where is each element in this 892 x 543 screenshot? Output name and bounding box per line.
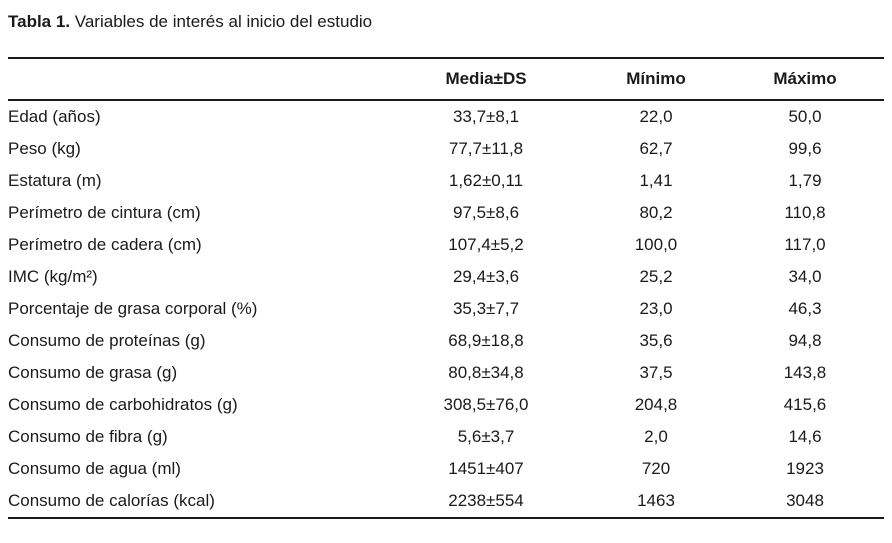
row-label: Edad (años) (8, 107, 101, 126)
cell-media-ds: 80,8±34,8 (448, 363, 524, 382)
header-variable (8, 57, 386, 101)
table-body: Edad (años) 33,7±8,1 22,0 50,0 Peso (kg)… (8, 100, 884, 519)
cell-minimo: 720 (641, 459, 671, 478)
row-label: Consumo de proteínas (g) (8, 331, 206, 350)
cell-media-ds: 308,5±76,0 (443, 395, 529, 414)
cell-minimo: 62,7 (639, 139, 673, 158)
cell-minimo: 2,0 (644, 427, 668, 446)
cell-maximo: 110,8 (784, 203, 826, 222)
cell-media-ds: 97,5±8,6 (452, 203, 520, 222)
cell-minimo: 204,8 (634, 395, 678, 414)
row-label: Consumo de grasa (g) (8, 363, 178, 382)
table-header: Media±DS Mínimo Máximo (8, 57, 884, 101)
cell-maximo: 14,6 (788, 427, 822, 446)
table-row: Peso (kg) 77,7±11,8 62,7 99,6 (8, 133, 884, 165)
table-row: Consumo de proteínas (g) 68,9±18,8 35,6 … (8, 325, 884, 357)
row-label: Peso (kg) (8, 139, 81, 158)
row-label: Consumo de calorías (kcal) (8, 485, 386, 519)
cell-maximo: 1,79 (788, 171, 822, 190)
cell-minimo: 22,0 (639, 107, 673, 126)
cell-maximo: 34,0 (788, 267, 822, 286)
cell-minimo: 37,5 (639, 363, 673, 382)
header-minimo: Mínimo (586, 57, 726, 101)
cell-media-ds: 5,6±3,7 (457, 427, 515, 446)
cell-media-ds: 2238±554 (386, 485, 586, 519)
cell-maximo: 3048 (726, 485, 884, 519)
table-row: Consumo de calorías (kcal) 2238±554 1463… (8, 485, 884, 519)
row-label: Porcentaje de grasa corporal (%) (8, 299, 258, 318)
row-label: Estatura (m) (8, 171, 102, 190)
row-label: Consumo de agua (ml) (8, 459, 181, 478)
cell-media-ds: 33,7±8,1 (452, 107, 520, 126)
row-label: Perímetro de cintura (cm) (8, 203, 201, 222)
table-row: Consumo de agua (ml) 1451±407 720 1923 (8, 453, 884, 485)
cell-maximo: 50,0 (788, 107, 822, 126)
table-row: Consumo de grasa (g) 80,8±34,8 37,5 143,… (8, 357, 884, 389)
cell-maximo: 46,3 (788, 299, 822, 318)
cell-media-ds: 1,62±0,11 (448, 171, 524, 190)
header-media-ds: Media±DS (386, 57, 586, 101)
cell-media-ds: 35,3±7,7 (452, 299, 520, 318)
cell-media-ds: 68,9±18,8 (448, 331, 524, 350)
cell-minimo: 25,2 (639, 267, 673, 286)
row-label: Perímetro de cadera (cm) (8, 235, 202, 254)
cell-minimo: 100,0 (634, 235, 678, 254)
cell-maximo: 99,6 (788, 139, 822, 158)
header-maximo: Máximo (726, 57, 884, 101)
cell-minimo: 1463 (586, 485, 726, 519)
row-label: Consumo de carbohidratos (g) (8, 395, 238, 414)
cell-maximo: 117,0 (784, 235, 826, 254)
cell-maximo: 415,6 (783, 395, 827, 414)
table-row: IMC (kg/m²) 29,4±3,6 25,2 34,0 (8, 261, 884, 293)
cell-minimo: 1,41 (639, 171, 673, 190)
cell-media-ds: 1451±407 (448, 459, 524, 478)
cell-maximo: 143,8 (783, 363, 827, 382)
cell-media-ds: 107,4±5,2 (448, 235, 524, 254)
table-row: Porcentaje de grasa corporal (%) 35,3±7,… (8, 293, 884, 325)
table-row: Consumo de carbohidratos (g) 308,5±76,0 … (8, 389, 884, 421)
cell-media-ds: 29,4±3,6 (452, 267, 520, 286)
cell-maximo: 1923 (786, 459, 824, 478)
table-row: Perímetro de cintura (cm) 97,5±8,6 80,2 … (8, 197, 884, 229)
table-row: Perímetro de cadera (cm) 107,4±5,2 100,0… (8, 229, 884, 261)
table-caption-number: Tabla 1. (8, 12, 71, 31)
row-label: IMC (kg/m²) (8, 267, 98, 286)
variables-table: Media±DS Mínimo Máximo Edad (años) 33,7±… (8, 57, 884, 519)
table-caption-text: Variables de interés al inicio del estud… (70, 12, 373, 31)
header-row: Media±DS Mínimo Máximo (8, 57, 884, 101)
cell-minimo: 35,6 (639, 331, 673, 350)
cell-maximo: 94,8 (788, 331, 822, 350)
table-caption: Tabla 1. Variables de interés al inicio … (8, 11, 372, 32)
table-row: Estatura (m) 1,62±0,11 1,41 1,79 (8, 165, 884, 197)
cell-minimo: 80,2 (639, 203, 673, 222)
cell-media-ds: 77,7±11,8 (448, 139, 524, 158)
table-row: Edad (años) 33,7±8,1 22,0 50,0 (8, 100, 884, 133)
row-label: Consumo de fibra (g) (8, 427, 168, 446)
table-row: Consumo de fibra (g) 5,6±3,7 2,0 14,6 (8, 421, 884, 453)
cell-minimo: 23,0 (639, 299, 673, 318)
